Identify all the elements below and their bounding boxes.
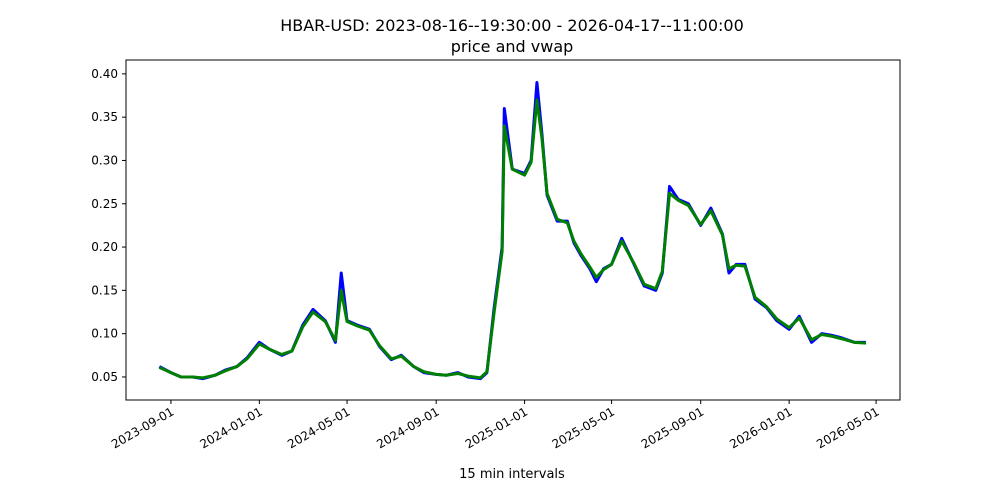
y-tick-label: 0.35 [91, 110, 118, 124]
y-tick-label: 0.20 [91, 240, 118, 254]
x-tick-label: 2024-05-01 [285, 404, 352, 451]
series-line [158, 98, 867, 380]
x-tick-label: 2025-09-01 [639, 404, 706, 451]
x-tick-label: 2024-01-01 [197, 404, 264, 451]
y-tick-label: 0.30 [91, 153, 118, 167]
plot-frame [125, 59, 901, 401]
x-tick-label: 2026-05-01 [814, 404, 881, 451]
series-line [158, 81, 866, 381]
x-tick-label: 2025-01-01 [463, 404, 530, 451]
x-tick-label: 2025-05-01 [550, 404, 617, 451]
x-tick-label: 2026-01-01 [727, 404, 794, 451]
x-axis-label: 15 min intervals [459, 467, 565, 482]
x-tick-label: 2024-09-01 [374, 404, 441, 451]
x-tick-label: 2023-09-01 [109, 404, 176, 451]
y-tick-label: 0.10 [91, 327, 118, 341]
y-tick-label: 0.05 [91, 370, 118, 384]
chart-subtitle: price and vwap [451, 37, 574, 56]
chart-title: HBAR-USD: 2023-08-16--19:30:00 - 2026-04… [280, 16, 744, 35]
y-tick-label: 0.15 [91, 283, 118, 297]
y-tick-label: 0.40 [91, 67, 118, 81]
y-tick-label: 0.25 [91, 197, 118, 211]
